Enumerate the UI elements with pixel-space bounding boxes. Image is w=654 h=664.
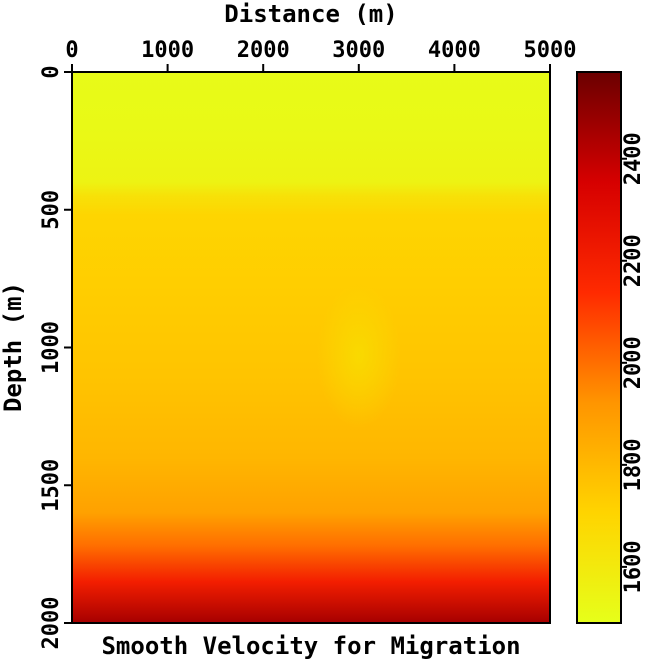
x-axis-ticks: 0 1000 2000 3000 4000 5000 — [65, 38, 576, 72]
colorbar-tick-label: 1800 — [621, 438, 646, 491]
chart-title: Smooth Velocity for Migration — [101, 632, 520, 660]
x-tick-label: 4000 — [428, 38, 481, 63]
colorbar-frame — [576, 71, 622, 624]
x-tick-label: 2000 — [237, 38, 290, 63]
y-axis-ticks: 0 500 1000 1500 2000 — [39, 65, 72, 649]
y-tick-label: 2000 — [39, 597, 64, 650]
x-tick-label: 0 — [65, 38, 78, 63]
y-axis-label: Depth (m) — [0, 282, 27, 412]
y-tick-label: 0 — [39, 65, 64, 78]
colorbar-tick-label: 2200 — [621, 234, 646, 287]
y-tick-label: 500 — [39, 190, 64, 230]
colorbar-tick-label: 2400 — [621, 132, 646, 185]
colorbar-tick-label: 1600 — [621, 540, 646, 593]
colorbar-tick-label: 2000 — [621, 336, 646, 389]
colorbar-ticks: 1600 1800 2000 2200 2400 — [621, 132, 646, 593]
y-tick-label: 1500 — [39, 459, 64, 512]
plot-area — [71, 71, 551, 624]
x-tick-label: 5000 — [524, 38, 577, 63]
colorbar-gradient — [577, 72, 621, 623]
velocity-anomaly — [316, 283, 401, 428]
y-tick-label: 1000 — [39, 321, 64, 374]
x-tick-label: 3000 — [332, 38, 385, 63]
x-axis-label: Distance (m) — [224, 0, 397, 28]
colorbar: 1600 1800 2000 2200 2400 — [576, 71, 646, 624]
velocity-field — [72, 72, 550, 623]
x-tick-label: 1000 — [141, 38, 194, 63]
